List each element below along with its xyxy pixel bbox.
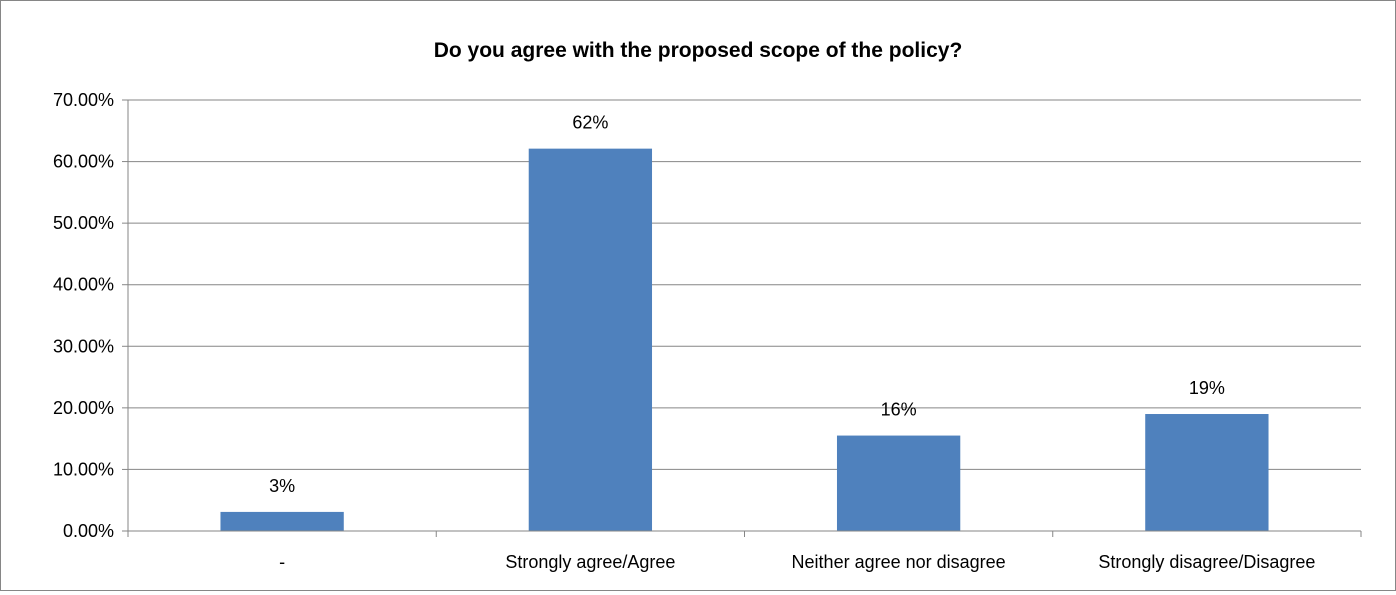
x-axis bbox=[127, 100, 1362, 537]
x-axis-category-labels: - Strongly agree/Agree Neither agree nor d… bbox=[279, 552, 1315, 572]
y-tick-label: 40.00% bbox=[53, 275, 114, 295]
data-label: 3% bbox=[269, 476, 295, 496]
bar bbox=[220, 511, 344, 531]
y-axis-tick-labels: 0.00% 10.00% 20.00% 30.00% 40.00% 50.00% 60.00… bbox=[53, 90, 128, 541]
y-tick-label: 10.00% bbox=[53, 459, 114, 479]
data-label: 16% bbox=[881, 400, 917, 420]
category-label: Strongly disagree/Disagree bbox=[1098, 552, 1315, 572]
data-label: 19% bbox=[1189, 378, 1225, 398]
y-tick-label: 70.00% bbox=[53, 90, 114, 110]
bar bbox=[1145, 414, 1269, 531]
data-label: 62% bbox=[572, 113, 608, 133]
category-label: Neither agree nor disagree bbox=[792, 552, 1006, 572]
chart-title: Do you agree with the proposed scope of … bbox=[434, 39, 963, 62]
category-label: - bbox=[279, 552, 285, 572]
y-tick-label: 50.00% bbox=[53, 213, 114, 233]
gridlines bbox=[128, 99, 1361, 470]
bars bbox=[220, 148, 1269, 532]
category-label: Strongly agree/Agree bbox=[505, 552, 675, 572]
bar bbox=[836, 435, 961, 531]
bar bbox=[528, 148, 653, 532]
y-tick-label: 0.00% bbox=[63, 521, 114, 541]
data-labels: 3% 62% 16% 19% bbox=[269, 113, 1225, 496]
y-tick-label: 60.00% bbox=[53, 152, 114, 172]
y-tick-label: 30.00% bbox=[53, 336, 114, 356]
y-tick-label: 20.00% bbox=[53, 398, 114, 418]
